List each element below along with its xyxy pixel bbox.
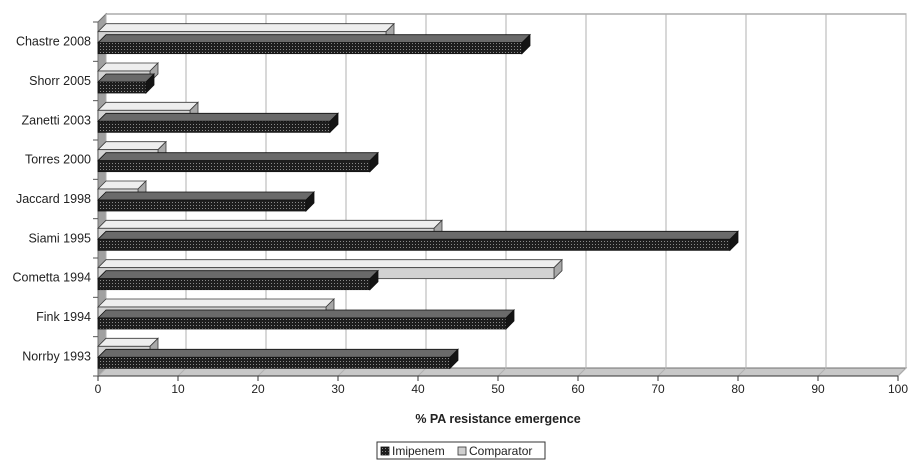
bar-imipenem-zanetti-2003 [97, 112, 339, 134]
x-tick-label-50: 50 [491, 382, 505, 396]
legend-label-comparator: Comparator [469, 444, 532, 458]
floor-grid-line-40 [417, 367, 427, 377]
bar-imipenem-norrby-1993 [97, 348, 459, 370]
x-tick-label-30: 30 [331, 382, 345, 396]
x-tick-label-10: 10 [171, 382, 185, 396]
floor-grid-line-0 [97, 367, 107, 377]
legend-swatch-imipenem [380, 446, 390, 456]
y-tick-label-jaccard-1998: Jaccard 1998 [16, 192, 91, 206]
floor-grid-line-70 [657, 367, 667, 377]
bar-imipenem-siami-1995 [97, 230, 739, 252]
bar-imipenem-chastre-2008 [97, 33, 531, 55]
x-tick-label-70: 70 [651, 382, 665, 396]
floor-grid-line-10 [177, 367, 187, 377]
y-tick-label-siami-1995: Siami 1995 [28, 231, 91, 245]
y-tick-label-norrby-1993: Norrby 1993 [22, 349, 91, 363]
y-tick-label-torres-2000: Torres 2000 [25, 153, 91, 167]
y-tick-label-chastre-2008: Chastre 2008 [16, 35, 91, 49]
y-axis-tick-labels: Chastre 2008 Shorr 2005 Zanetti 2003 Torres… [12, 21, 98, 377]
y-tick-label-zanetti-2003: Zanetti 2003 [22, 113, 92, 127]
x-tick-label-100: 100 [888, 382, 908, 396]
bar-imipenem-cometta-1994 [97, 269, 379, 291]
floor-grid-line-60 [577, 367, 587, 377]
y-tick-label-shorr-2005: Shorr 2005 [29, 74, 91, 88]
x-tick-label-80: 80 [731, 382, 745, 396]
floor-grid-line-90 [817, 367, 827, 377]
legend-label-imipenem: Imipenem [392, 444, 445, 458]
x-tick-label-40: 40 [411, 382, 425, 396]
y-tick-label-cometta-1994: Cometta 1994 [12, 271, 91, 285]
floor-grid-line-100 [897, 367, 907, 377]
floor-grid-line-20 [257, 367, 267, 377]
floor-grid-line-30 [337, 367, 347, 377]
y-tick-label-fink-1994: Fink 1994 [36, 310, 91, 324]
x-axis-label: % PA resistance emergence [415, 412, 580, 426]
bars [97, 22, 739, 370]
bar-imipenem-shorr-2005 [97, 73, 155, 94]
x-axis: 0 10 20 30 40 50 60 70 80 90 100 [95, 375, 908, 396]
floor-grid-line-80 [737, 367, 747, 377]
x-tick-label-60: 60 [571, 382, 585, 396]
bar-imipenem-jaccard-1998 [97, 191, 315, 212]
x-tick-label-20: 20 [251, 382, 265, 396]
floor-grid-line-50 [497, 367, 507, 377]
x-tick-label-0: 0 [95, 382, 102, 396]
legend-swatch-comparator [457, 446, 467, 456]
x-tick-label-90: 90 [811, 382, 825, 396]
bar-imipenem-torres-2000 [97, 151, 379, 173]
bar-imipenem-fink-1994 [97, 309, 515, 330]
legend: Imipenem Comparator [376, 441, 546, 460]
